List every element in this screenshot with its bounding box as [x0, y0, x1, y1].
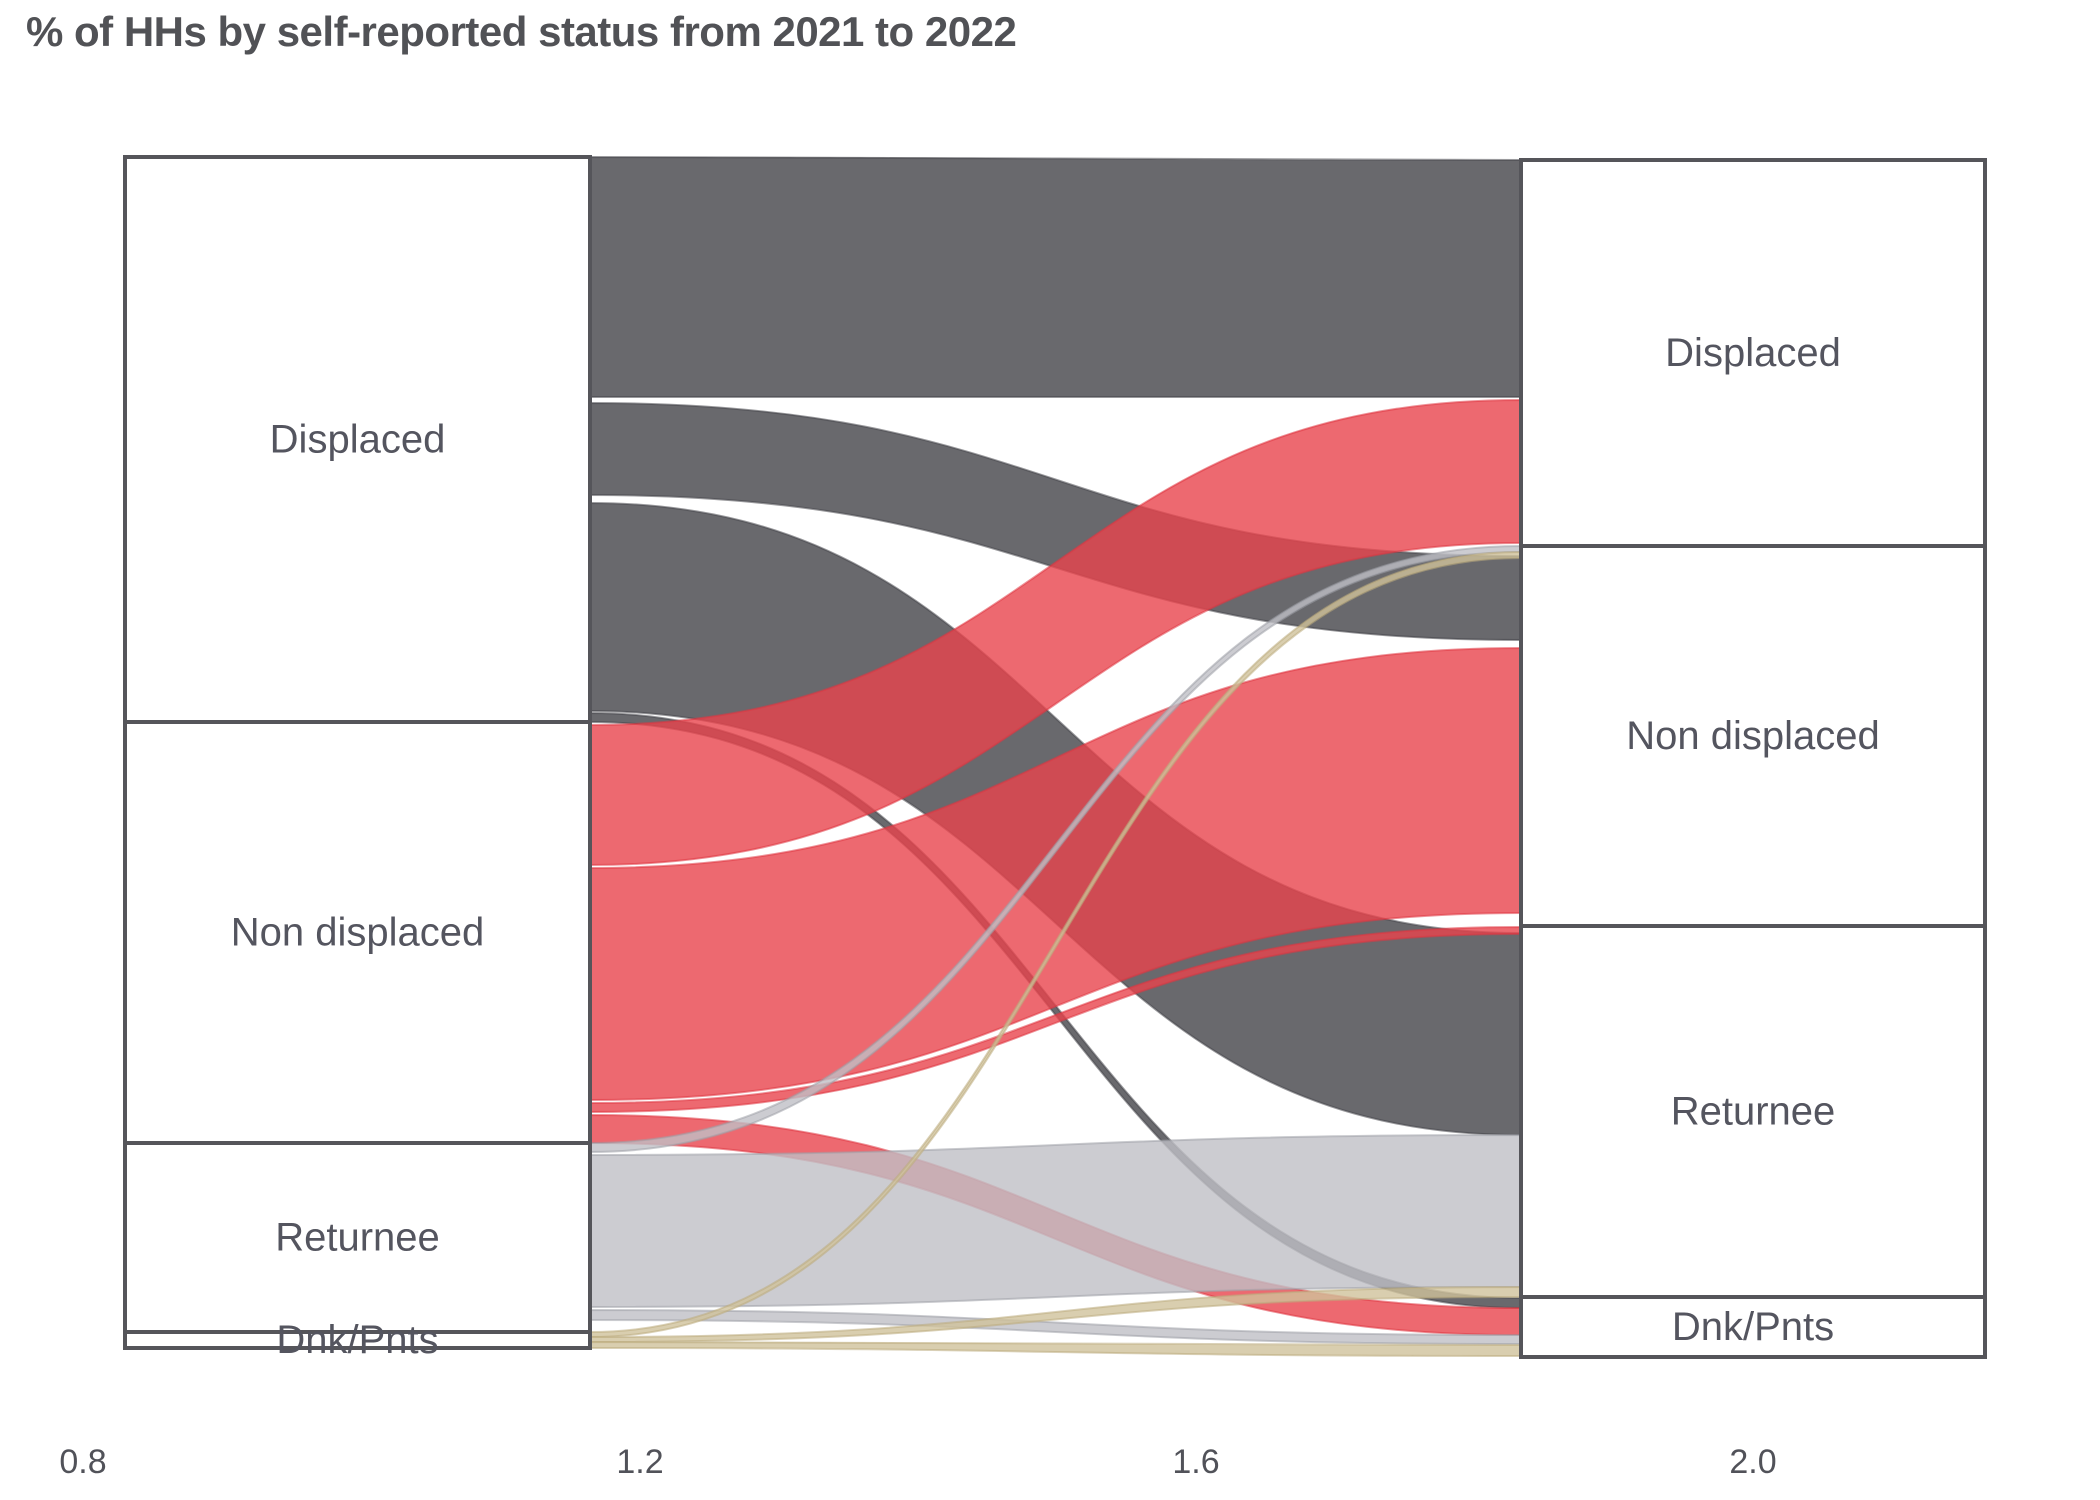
node-y2022-non-displaced [1519, 544, 1987, 928]
flow-displaced-to-displaced [589, 155, 1522, 399]
node-y2021-non-displaced [123, 720, 592, 1145]
chart-title: % of HHs by self-reported status from 20… [26, 8, 1017, 55]
node-label-y2021-non-displaced: Non displaced [231, 911, 485, 955]
node-y2021-displaced [123, 155, 592, 724]
node-y2021-returnee [123, 1141, 592, 1334]
node-label-y2021-displaced: Displaced [270, 418, 446, 462]
node-label-y2022-dnk-pnts: Dnk/Pnts [1672, 1305, 1834, 1349]
node-y2022-dnk-pnts [1519, 1295, 1987, 1359]
x-axis-tick-1.2: 1.2 [616, 1443, 663, 1481]
x-axis-tick-2.0: 2.0 [1729, 1443, 1776, 1481]
node-y2021-dnk-pnts [123, 1330, 592, 1350]
node-label-y2021-dnk-pnts: Dnk/Pnts [276, 1318, 438, 1362]
node-y2022-returnee [1519, 924, 1987, 1299]
node-label-y2022-returnee: Returnee [1671, 1090, 1836, 1134]
node-label-y2021-returnee: Returnee [275, 1216, 440, 1260]
node-label-y2022-non-displaced: Non displaced [1626, 714, 1880, 758]
x-axis-tick-1.6: 1.6 [1172, 1443, 1219, 1481]
flow-dnk-pnts-to-dnk-pnts [589, 1340, 1522, 1358]
flow-returnee-to-returnee [589, 1133, 1522, 1309]
node-label-y2022-displaced: Displaced [1665, 331, 1841, 375]
node-y2022-displaced [1519, 158, 1987, 548]
x-axis-tick-0.8: 0.8 [59, 1443, 106, 1481]
